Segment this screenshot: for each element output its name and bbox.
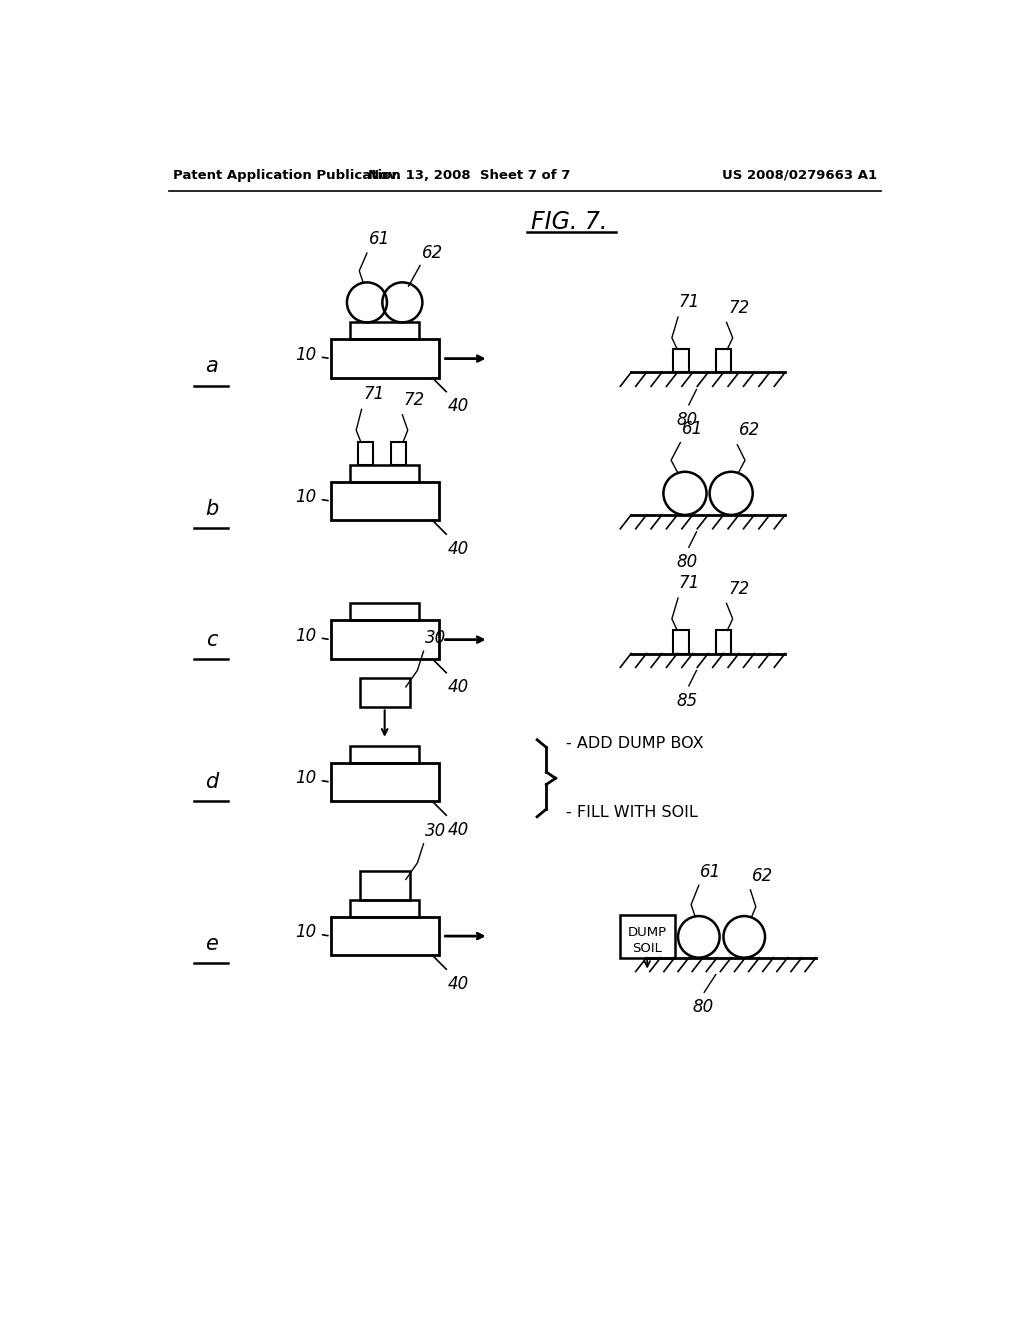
- Text: b: b: [205, 499, 218, 519]
- Bar: [331, 917, 438, 956]
- Text: - FILL WITH SOIL: - FILL WITH SOIL: [565, 805, 697, 821]
- Bar: [350, 900, 419, 917]
- Bar: [359, 678, 410, 708]
- Bar: [331, 763, 438, 801]
- Text: SOIL: SOIL: [632, 941, 663, 954]
- Text: 40: 40: [447, 821, 469, 838]
- Text: 61: 61: [700, 863, 722, 880]
- Text: FIG. 7.: FIG. 7.: [531, 210, 607, 234]
- Text: 40: 40: [447, 678, 469, 696]
- Text: Patent Application Publication: Patent Application Publication: [173, 169, 400, 182]
- Text: 62: 62: [422, 244, 442, 263]
- Text: c: c: [206, 630, 217, 649]
- Text: 71: 71: [364, 385, 384, 404]
- Bar: [357, 442, 373, 465]
- Bar: [350, 322, 419, 339]
- Text: 72: 72: [403, 392, 425, 409]
- Bar: [331, 482, 438, 520]
- Bar: [359, 871, 410, 900]
- Text: 62: 62: [739, 421, 760, 440]
- Text: 30: 30: [425, 822, 446, 840]
- Text: 62: 62: [752, 867, 773, 886]
- Text: 30: 30: [425, 630, 446, 647]
- Text: 72: 72: [728, 579, 750, 598]
- Bar: [331, 339, 438, 378]
- Bar: [350, 603, 419, 620]
- Text: 61: 61: [369, 231, 390, 248]
- Text: 85: 85: [677, 692, 698, 710]
- Bar: [350, 465, 419, 482]
- Bar: [331, 620, 438, 659]
- Text: US 2008/0279663 A1: US 2008/0279663 A1: [722, 169, 878, 182]
- Text: 40: 40: [447, 974, 469, 993]
- Text: d: d: [205, 772, 218, 792]
- Bar: [391, 442, 407, 465]
- Text: 10: 10: [296, 770, 328, 787]
- Text: a: a: [205, 356, 218, 376]
- Text: 61: 61: [682, 420, 703, 438]
- Text: 80: 80: [692, 998, 714, 1015]
- Text: 10: 10: [296, 923, 328, 941]
- Text: 10: 10: [296, 346, 328, 364]
- Bar: [350, 746, 419, 763]
- Text: 71: 71: [679, 574, 700, 591]
- Bar: [716, 631, 731, 653]
- Text: 10: 10: [296, 488, 328, 506]
- Text: - ADD DUMP BOX: - ADD DUMP BOX: [565, 737, 703, 751]
- Bar: [620, 915, 675, 958]
- Text: 71: 71: [679, 293, 700, 312]
- Bar: [674, 631, 689, 653]
- Text: DUMP: DUMP: [628, 927, 667, 939]
- Text: 10: 10: [296, 627, 328, 644]
- Bar: [716, 350, 731, 372]
- Text: Nov. 13, 2008  Sheet 7 of 7: Nov. 13, 2008 Sheet 7 of 7: [369, 169, 570, 182]
- Text: 72: 72: [728, 300, 750, 317]
- Text: 40: 40: [447, 397, 469, 414]
- Text: e: e: [205, 933, 218, 954]
- Text: 80: 80: [677, 411, 698, 429]
- Text: 80: 80: [677, 553, 698, 572]
- Bar: [674, 350, 689, 372]
- Text: 40: 40: [447, 540, 469, 557]
